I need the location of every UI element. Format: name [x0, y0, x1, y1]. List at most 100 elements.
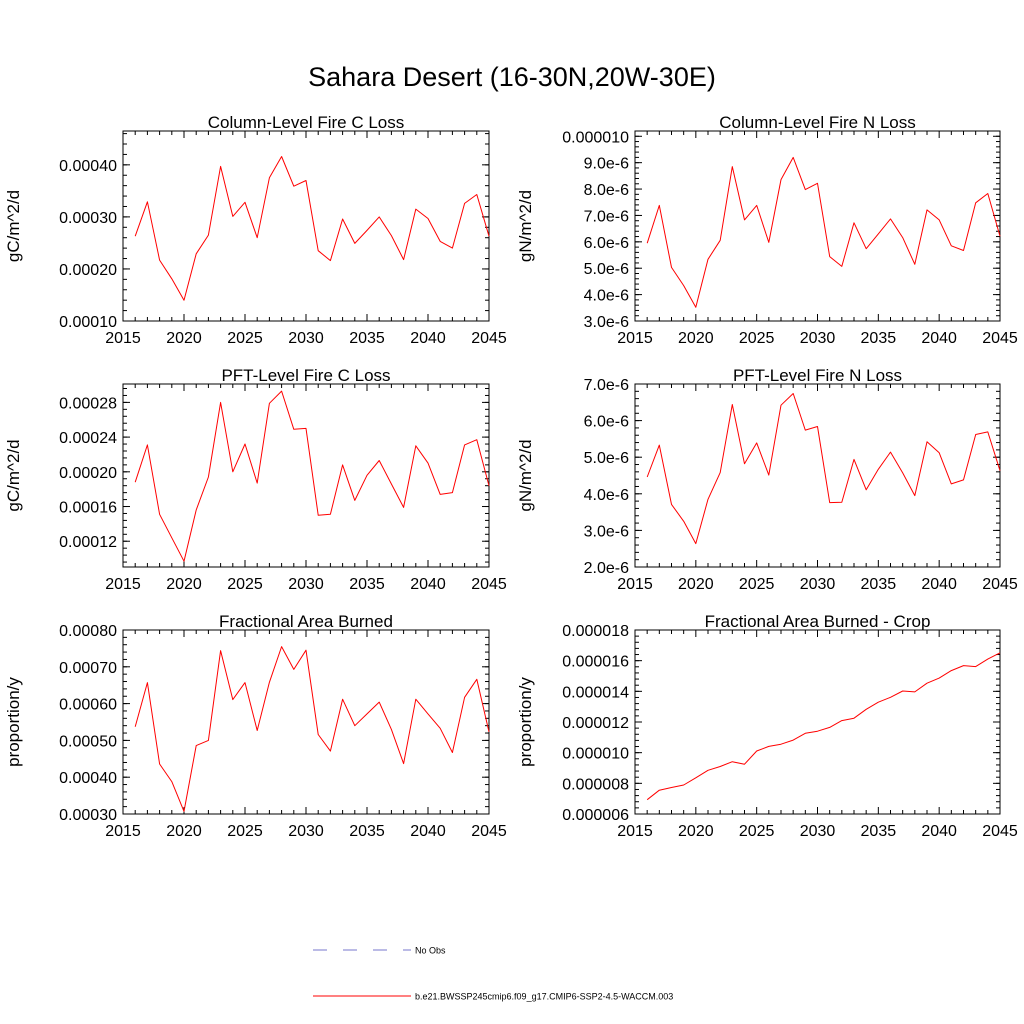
- y-tick-label: 0.000006: [562, 807, 629, 824]
- y-tick-label: 0.00030: [59, 210, 117, 227]
- x-tick-label: 2015: [617, 823, 653, 840]
- y-tick-label: 6.0e-6: [584, 414, 629, 431]
- chart-panel-2: 2015 2020 2025 2030 2035 2040 2045 3.0e-6 4.0e-6…: [516, 113, 1018, 347]
- x-tick-label: 2035: [349, 330, 385, 347]
- panel-title: PFT-Level Fire C Loss: [221, 366, 390, 385]
- y-tick-label: 0.00070: [59, 660, 117, 677]
- y-tick-label: 0.00040: [59, 770, 117, 787]
- y-axis-label: gN/m^2/d: [516, 190, 535, 262]
- chart-panel-1: 2015 2020 2025 2030 2035 2040 2045 0.00010 0.000…: [4, 113, 507, 347]
- x-tick-label: 2030: [800, 330, 836, 347]
- y-tick-label: 0.00012: [59, 534, 117, 551]
- x-tick-label: 2045: [471, 823, 507, 840]
- x-tick-label: 2020: [678, 823, 714, 840]
- y-tick-label: 2.0e-6: [584, 560, 629, 577]
- y-tick-label: 7.0e-6: [584, 377, 629, 394]
- x-tick-label: 2045: [471, 576, 507, 593]
- series-line: [134, 156, 490, 301]
- y-tick-label: 0.00020: [59, 465, 117, 482]
- x-tick-label: 2045: [982, 823, 1018, 840]
- chart-panel-6: 2015 2020 2025 2030 2035 2040 2045 0.000006 0.00…: [516, 612, 1018, 840]
- x-tick-label: 2025: [227, 330, 263, 347]
- y-tick-label: 7.0e-6: [584, 208, 629, 225]
- x-tick-label: 2035: [861, 576, 897, 593]
- x-tick-label: 2035: [861, 823, 897, 840]
- page-title: Sahara Desert (16-30N,20W-30E): [308, 62, 716, 92]
- y-tick-label: 4.0e-6: [584, 487, 629, 504]
- x-tick-label: 2030: [288, 330, 324, 347]
- y-tick-label: 0.00040: [59, 158, 117, 175]
- series-line: [646, 156, 1001, 308]
- y-tick-label: 0.00016: [59, 500, 117, 517]
- y-tick-label: 0.00030: [59, 807, 117, 824]
- x-tick-label: 2015: [617, 330, 653, 347]
- series-line: [134, 646, 490, 812]
- x-tick-label: 2045: [982, 330, 1018, 347]
- panel-title: Fractional Area Burned - Crop: [705, 612, 931, 631]
- plot-frame: [634, 629, 1001, 815]
- plot-frame: [122, 130, 490, 322]
- y-tick-label: 0.000010: [562, 746, 629, 763]
- y-tick-label: 0.00020: [59, 262, 117, 279]
- y-tick-label: 3.0e-6: [584, 523, 629, 540]
- y-tick-label: 0.00080: [59, 623, 117, 640]
- x-tick-label: 2025: [227, 576, 263, 593]
- x-tick-label: 2030: [288, 576, 324, 593]
- y-tick-label: 0.000012: [562, 715, 629, 732]
- chart-panel-3: 2015 2020 2025 2030 2035 2040 2045 0.00012 0.000…: [4, 366, 507, 593]
- series-line: [646, 652, 1001, 801]
- x-tick-label: 2035: [349, 823, 385, 840]
- x-tick-label: 2020: [166, 330, 202, 347]
- chart-panel-5: 2015 2020 2025 2030 2035 2040 2045 0.00030 0.000…: [4, 612, 507, 840]
- plot-frame: [122, 629, 490, 815]
- x-tick-label: 2025: [739, 330, 775, 347]
- y-tick-label: 5.0e-6: [584, 261, 629, 278]
- legend: No Obs b.e21.BWSSP245cmip6.f09_g17.CMIP6-…: [313, 946, 673, 1002]
- x-tick-label: 2020: [678, 330, 714, 347]
- plot-frame: [634, 383, 1001, 568]
- y-tick-label: 0.000008: [562, 776, 629, 793]
- x-tick-label: 2015: [105, 330, 141, 347]
- x-tick-label: 2015: [617, 576, 653, 593]
- y-tick-label: 5.0e-6: [584, 450, 629, 467]
- y-tick-label: 0.00010: [59, 314, 117, 331]
- x-tick-label: 2040: [410, 823, 446, 840]
- y-tick-label: 0.00060: [59, 697, 117, 714]
- x-tick-label: 2040: [410, 576, 446, 593]
- y-axis-label: gC/m^2/d: [4, 439, 23, 511]
- y-axis-label: proportion/y: [516, 677, 535, 767]
- x-tick-label: 2030: [800, 576, 836, 593]
- x-tick-label: 2015: [105, 576, 141, 593]
- x-tick-label: 2045: [471, 330, 507, 347]
- y-tick-label: 9.0e-6: [584, 156, 629, 173]
- x-tick-label: 2025: [739, 823, 775, 840]
- y-tick-label: 0.00028: [59, 395, 117, 412]
- panel-title: PFT-Level Fire N Loss: [733, 366, 902, 385]
- series-line: [646, 393, 1001, 545]
- x-tick-label: 2030: [288, 823, 324, 840]
- x-tick-label: 2035: [349, 576, 385, 593]
- y-tick-label: 0.000018: [562, 623, 629, 640]
- y-tick-label: 0.00050: [59, 733, 117, 750]
- x-tick-label: 2020: [166, 576, 202, 593]
- x-tick-label: 2025: [739, 576, 775, 593]
- y-tick-label: 0.000016: [562, 654, 629, 671]
- x-tick-label: 2020: [678, 576, 714, 593]
- x-tick-label: 2045: [982, 576, 1018, 593]
- y-tick-label: 6.0e-6: [584, 235, 629, 252]
- y-tick-label: 4.0e-6: [584, 288, 629, 305]
- legend-label-1: No Obs: [415, 946, 446, 956]
- panel-title: Column-Level Fire N Loss: [719, 113, 916, 132]
- series-line: [134, 390, 490, 562]
- y-tick-label: 0.00024: [59, 430, 117, 447]
- x-tick-label: 2040: [410, 330, 446, 347]
- y-tick-label: 8.0e-6: [584, 182, 629, 199]
- y-axis-label: proportion/y: [4, 677, 23, 767]
- panel-title: Fractional Area Burned: [219, 612, 393, 631]
- x-tick-label: 2030: [800, 823, 836, 840]
- legend-label-2: b.e21.BWSSP245cmip6.f09_g17.CMIP6-SSP2-4…: [415, 992, 673, 1002]
- y-tick-label: 3.0e-6: [584, 314, 629, 331]
- plot-frame: [634, 130, 1001, 322]
- y-tick-label: 0.000014: [562, 684, 629, 701]
